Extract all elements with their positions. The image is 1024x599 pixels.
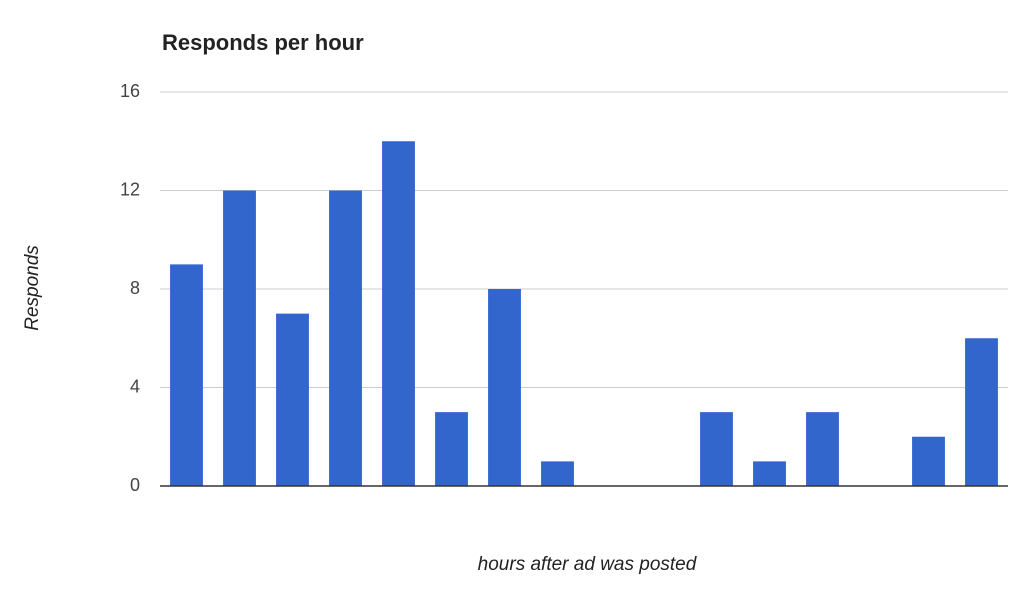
y-axis-label: Responds [22, 245, 43, 331]
chart-title: Responds per hour [162, 30, 364, 55]
bar [276, 313, 309, 486]
bar [329, 190, 362, 486]
bar [753, 461, 786, 486]
bar [965, 338, 998, 486]
y-tick-label: 0 [130, 475, 140, 495]
bar [170, 264, 203, 486]
bar [541, 461, 574, 486]
y-tick-label: 8 [130, 278, 140, 298]
bar [700, 412, 733, 486]
bar [806, 412, 839, 486]
y-tick-label: 4 [130, 376, 140, 396]
bar [435, 412, 468, 486]
y-tick-label: 12 [120, 179, 140, 199]
bar [488, 289, 521, 486]
x-axis-label: hours after ad was posted [478, 554, 698, 575]
bar [382, 141, 415, 486]
y-tick-label: 16 [120, 81, 140, 101]
bar [223, 190, 256, 486]
bar [912, 436, 945, 486]
